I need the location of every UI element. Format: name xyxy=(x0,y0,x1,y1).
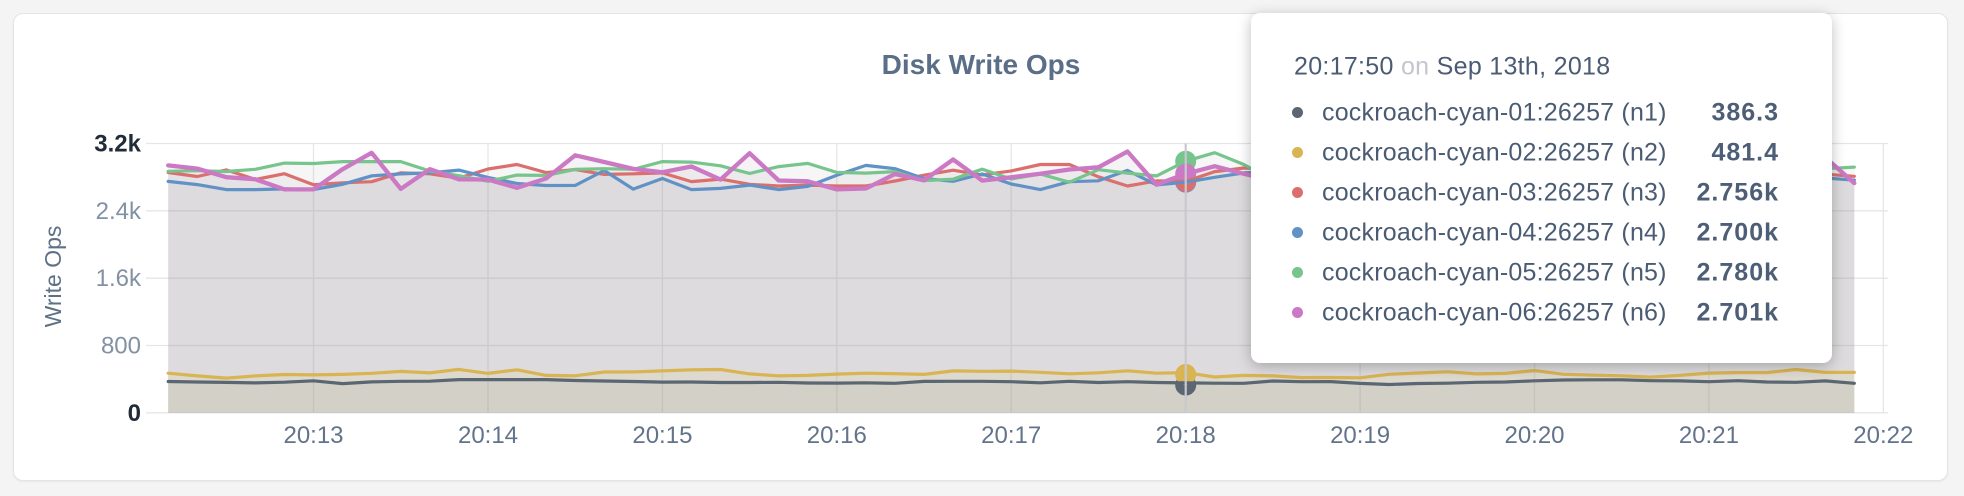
svg-text:20:15: 20:15 xyxy=(632,422,692,449)
svg-text:20:16: 20:16 xyxy=(807,422,867,449)
svg-text:Write Ops: Write Ops xyxy=(40,226,66,328)
svg-text:2.4k: 2.4k xyxy=(96,198,142,225)
svg-text:1.6k: 1.6k xyxy=(96,265,142,292)
svg-text:20:18: 20:18 xyxy=(1156,422,1216,449)
svg-text:20:22: 20:22 xyxy=(1853,422,1913,449)
svg-text:20:19: 20:19 xyxy=(1330,422,1390,449)
svg-text:20:13: 20:13 xyxy=(283,422,343,449)
svg-text:20:20: 20:20 xyxy=(1504,422,1564,449)
svg-text:20:21: 20:21 xyxy=(1679,422,1739,449)
svg-text:20:14: 20:14 xyxy=(458,422,518,449)
svg-text:20:17: 20:17 xyxy=(981,422,1041,449)
svg-text:0: 0 xyxy=(128,400,141,427)
svg-text:800: 800 xyxy=(101,333,141,360)
svg-text:3.2k: 3.2k xyxy=(94,131,141,158)
svg-text:Disk Write Ops: Disk Write Ops xyxy=(882,49,1081,80)
